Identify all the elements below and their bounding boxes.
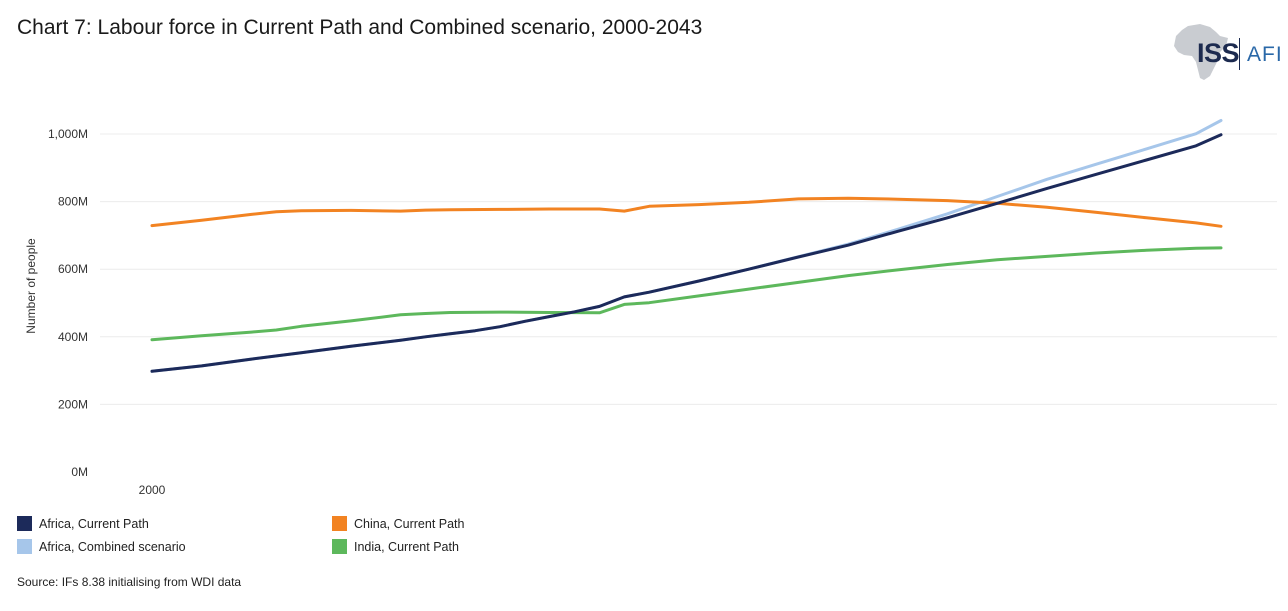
legend-label: China, Current Path [354,516,465,531]
logo-iss-text: ISS [1197,38,1240,68]
x-axis-ticks: 2000 [139,483,166,497]
legend-swatch [332,516,347,531]
y-tick-label: 1,000M [48,127,88,141]
iss-africa-logo: ISS AFI [1168,22,1288,84]
y-axis-ticks: 0M 200M 400M 600M 800M 1,000M [48,127,88,479]
y-tick-label: 0M [71,465,88,479]
legend-item-india-current-path[interactable]: India, Current Path [332,539,459,554]
africa-map-icon [1174,24,1228,80]
series-line-china-current-path [150,196,1223,228]
legend-swatch [17,516,32,531]
series-lines [150,119,1223,373]
legend-item-africa-combined-scenario[interactable]: Africa, Combined scenario [17,539,186,554]
legend-swatch [332,539,347,554]
y-axis-title: Number of people [24,238,38,334]
grid-lines [100,133,1277,405]
y-tick-label: 400M [58,330,88,344]
line-chart: 0M 200M 400M 600M 800M 1,000M 2000 Number of … [24,119,1277,497]
source-note: Source: IFs 8.38 initialising from WDI d… [17,575,242,589]
y-tick-label: 800M [58,195,88,209]
series-line-africa-combined-scenario [150,119,1223,373]
legend-label: India, Current Path [354,539,459,554]
y-tick-label: 600M [58,262,88,276]
chart-legend: Africa, Current Path Africa, Combined sc… [17,516,717,564]
series-line-india-current-path [150,246,1223,342]
y-tick-label: 200M [58,397,88,411]
legend-label: Africa, Combined scenario [39,539,186,554]
chart-title: Chart 7: Labour force in Current Path an… [17,16,703,39]
legend-item-africa-current-path[interactable]: Africa, Current Path [17,516,149,531]
series-line-africa-current-path [150,133,1223,373]
legend-item-china-current-path[interactable]: China, Current Path [332,516,464,531]
x-tick-label: 2000 [139,483,166,497]
logo-suffix-text: AFI [1247,43,1283,66]
logo-divider [1239,38,1240,70]
legend-label: Africa, Current Path [39,516,149,531]
legend-swatch [17,539,32,554]
